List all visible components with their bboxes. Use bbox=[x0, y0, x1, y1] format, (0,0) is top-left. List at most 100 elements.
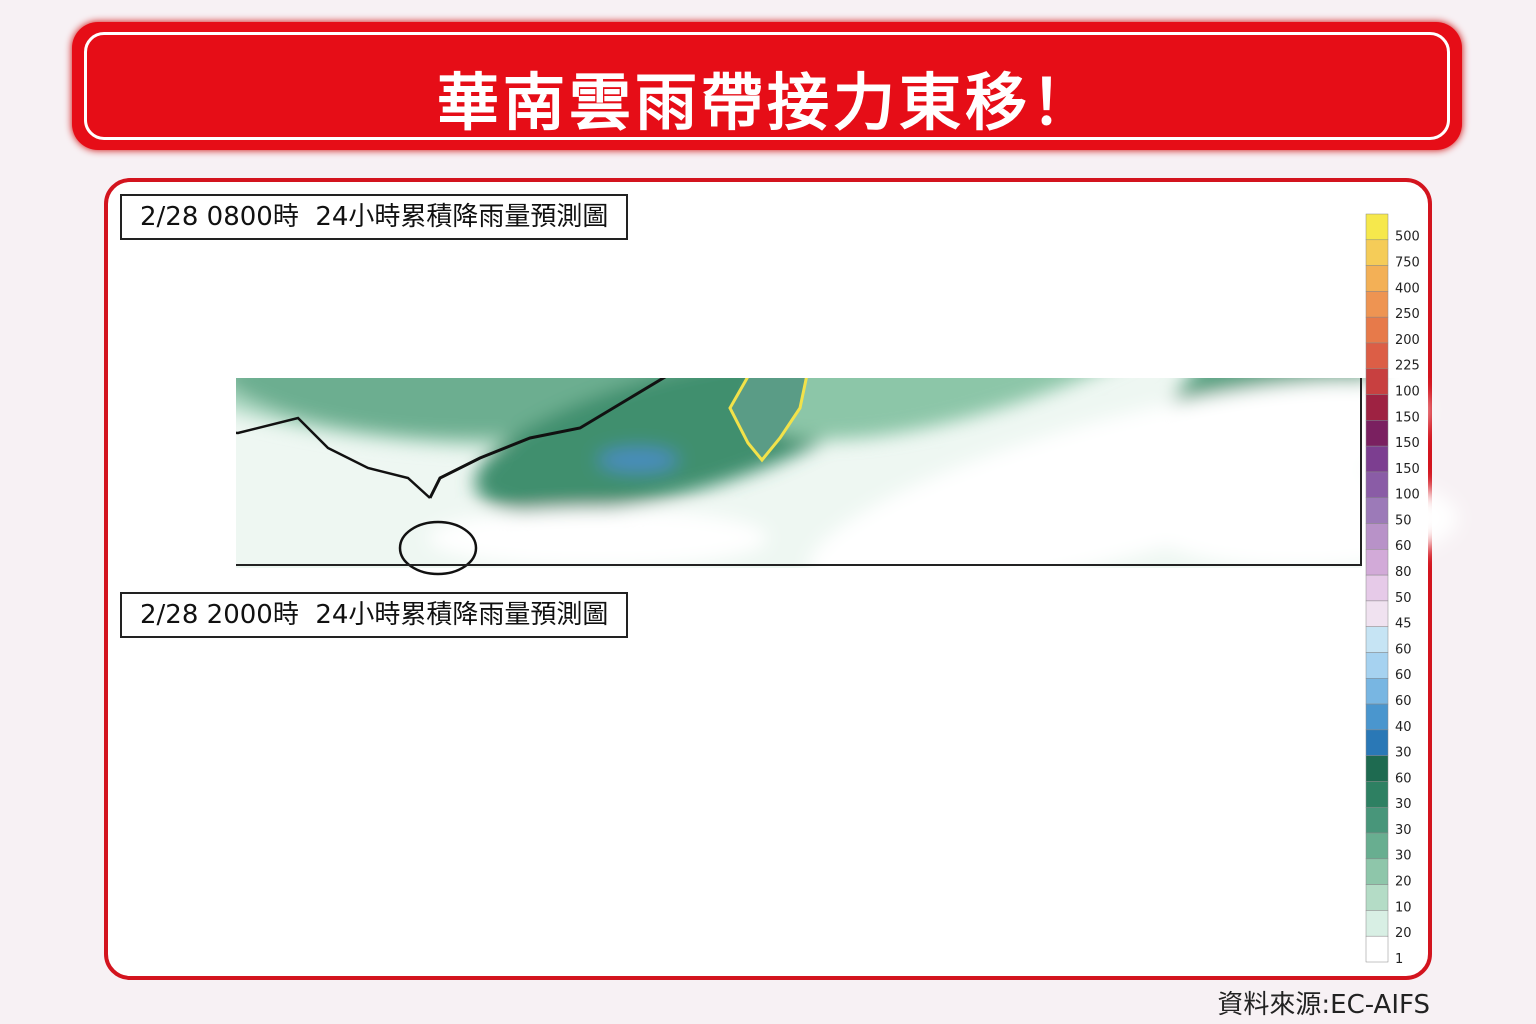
legend-label: 250 bbox=[1395, 307, 1420, 322]
legend-label: 200 bbox=[1395, 333, 1420, 348]
coastline bbox=[448, 593, 818, 898]
legend-label: 60 bbox=[1395, 771, 1412, 786]
legend-swatch bbox=[1365, 781, 1389, 808]
legend-swatch bbox=[1365, 471, 1389, 498]
legend-swatch bbox=[1365, 626, 1389, 653]
map-background bbox=[118, 588, 1362, 968]
legend-swatch bbox=[1365, 523, 1389, 550]
rain-area bbox=[1153, 649, 1323, 677]
border bbox=[236, 416, 431, 499]
island bbox=[398, 520, 478, 576]
title: 華南雲雨帶接力東移！ bbox=[436, 66, 1097, 139]
rain-area bbox=[808, 381, 1428, 595]
rain-area bbox=[408, 726, 688, 830]
legend-swatch bbox=[1365, 265, 1389, 292]
legend-label: 500 bbox=[1395, 230, 1420, 245]
legend-swatch bbox=[1365, 213, 1389, 241]
legend-swatch bbox=[1365, 549, 1389, 576]
legend-swatch bbox=[1365, 755, 1389, 782]
legend-swatch bbox=[1365, 729, 1389, 756]
legend-swatch bbox=[1365, 832, 1389, 860]
panel-border bbox=[119, 589, 1361, 965]
border bbox=[118, 818, 430, 898]
coastline bbox=[428, 378, 667, 499]
legend-swatch bbox=[1365, 858, 1389, 885]
legend-label: 30 bbox=[1395, 849, 1412, 864]
map-panel bbox=[78, 138, 1458, 595]
panel-label: 2/28 2000時 24小時累積降雨量預測圖 bbox=[120, 592, 629, 638]
legend-label: 750 bbox=[1395, 256, 1420, 271]
legend-label: 150 bbox=[1395, 436, 1420, 451]
rain-area bbox=[428, 508, 768, 568]
rain-area bbox=[713, 726, 843, 849]
legend-label: 60 bbox=[1395, 539, 1412, 554]
banner-border bbox=[84, 32, 1450, 140]
legend-swatch bbox=[1365, 806, 1389, 834]
panel-label: 2/28 0800時 24小時累積降雨量預測圖 bbox=[120, 194, 629, 240]
map-frame bbox=[104, 178, 1432, 980]
title-banner: 華南雲雨帶接力東移！ bbox=[72, 22, 1462, 150]
legend-swatch bbox=[1365, 652, 1389, 679]
rain-area bbox=[208, 668, 748, 838]
legend-swatch bbox=[1365, 678, 1389, 705]
legend-label: 60 bbox=[1395, 668, 1412, 683]
legend-label: 10 bbox=[1395, 900, 1412, 915]
legend-label: 60 bbox=[1395, 694, 1412, 709]
legend-label: 150 bbox=[1395, 462, 1420, 477]
legend-label: 30 bbox=[1395, 797, 1412, 812]
island bbox=[400, 922, 476, 974]
legend-label: 150 bbox=[1395, 410, 1420, 425]
rain-area bbox=[803, 138, 1452, 357]
legend-swatch bbox=[1365, 574, 1389, 602]
legend-swatch bbox=[1365, 368, 1389, 395]
rain-area bbox=[460, 721, 897, 946]
legend-label: 100 bbox=[1395, 488, 1420, 503]
taiwan bbox=[728, 378, 808, 463]
legend-label: 45 bbox=[1395, 617, 1412, 632]
rain-area bbox=[428, 908, 768, 968]
rain-area bbox=[118, 608, 958, 848]
rain-area bbox=[78, 648, 298, 768]
legend-swatch bbox=[1365, 497, 1389, 524]
legend-label: 50 bbox=[1395, 591, 1412, 606]
legend-label: 50 bbox=[1395, 513, 1412, 528]
rain-area bbox=[78, 248, 298, 368]
rain-area bbox=[593, 344, 643, 362]
legend-label: 20 bbox=[1395, 926, 1412, 941]
legend-swatch bbox=[1365, 910, 1389, 937]
panel-border bbox=[236, 378, 1362, 566]
source: 資料來源:EC-AIFS bbox=[1217, 990, 1430, 1020]
rain-area bbox=[728, 547, 1309, 889]
legend-swatch bbox=[1365, 600, 1389, 627]
legend-swatch bbox=[1365, 445, 1389, 473]
legend-swatch bbox=[1365, 394, 1389, 421]
rain-area bbox=[902, 270, 995, 336]
legend-swatch bbox=[1365, 239, 1389, 266]
legend-label: 60 bbox=[1395, 642, 1412, 657]
rain-area bbox=[1290, 715, 1375, 771]
legend-label: 20 bbox=[1395, 875, 1412, 890]
rain-area bbox=[598, 448, 678, 472]
legend-label: 80 bbox=[1395, 565, 1412, 580]
legend-label: 30 bbox=[1395, 746, 1412, 761]
legend-label: 100 bbox=[1395, 384, 1420, 399]
legend-label: 40 bbox=[1395, 720, 1412, 735]
rain-area bbox=[753, 378, 1283, 440]
legend-swatch bbox=[1365, 703, 1389, 731]
legend-swatch bbox=[1365, 316, 1389, 344]
legend-label: 30 bbox=[1395, 823, 1412, 838]
rain-area bbox=[541, 763, 835, 922]
legend-swatch bbox=[1365, 420, 1389, 447]
rain-area bbox=[1133, 617, 1464, 899]
rain-area bbox=[791, 738, 1445, 1024]
legend-swatch bbox=[1365, 291, 1389, 318]
legend-swatch bbox=[1365, 342, 1389, 370]
legend-label: 225 bbox=[1395, 359, 1420, 374]
legend-swatch bbox=[1365, 884, 1389, 911]
legend-label: 400 bbox=[1395, 281, 1420, 296]
rain-area bbox=[1087, 243, 1348, 294]
legend-swatch bbox=[1365, 935, 1389, 963]
taiwan bbox=[738, 742, 822, 870]
